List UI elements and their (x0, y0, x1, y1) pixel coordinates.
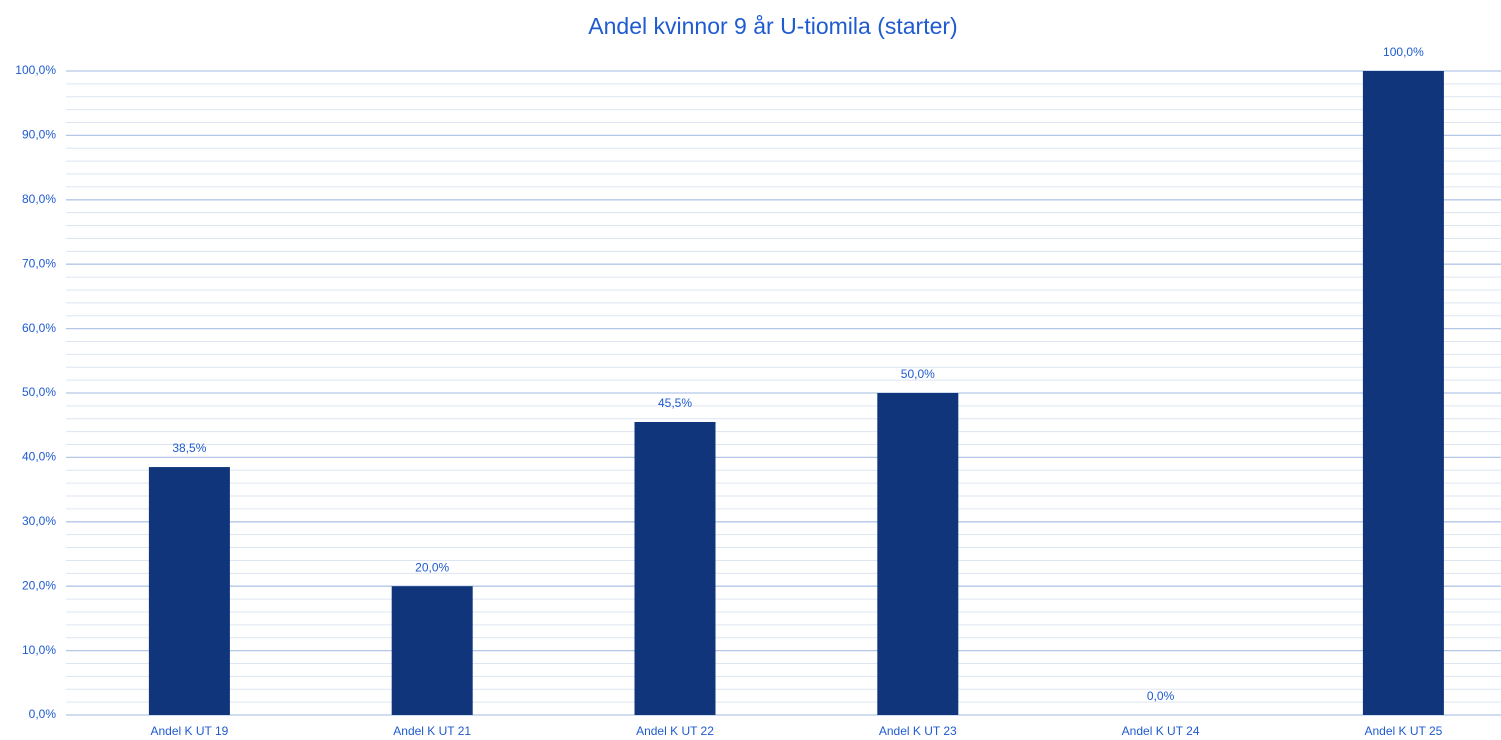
x-tick-label: Andel K UT 22 (636, 724, 714, 738)
value-label: 38,5% (172, 441, 206, 455)
x-tick-label: Andel K UT 24 (1122, 724, 1200, 738)
y-tick-label: 40,0% (22, 450, 56, 464)
y-tick-label: 90,0% (22, 128, 56, 142)
y-tick-label: 30,0% (22, 514, 56, 528)
value-label: 20,0% (415, 560, 449, 574)
x-tick-label: Andel K UT 23 (879, 724, 957, 738)
bar (1362, 71, 1444, 715)
y-tick-label: 20,0% (22, 578, 56, 592)
bar (148, 467, 230, 715)
bar (391, 586, 473, 715)
x-tick-label: Andel K UT 19 (150, 724, 228, 738)
y-tick-label: 0,0% (29, 707, 57, 721)
x-tick-label: Andel K UT 21 (393, 724, 471, 738)
value-label: 0,0% (1147, 689, 1175, 703)
value-label: 100,0% (1383, 45, 1424, 59)
y-tick-label: 60,0% (22, 321, 56, 335)
bar (877, 393, 959, 715)
chart-title: Andel kvinnor 9 år U-tiomila (starter) (588, 13, 957, 39)
bar (634, 421, 716, 715)
value-label: 50,0% (901, 367, 935, 381)
y-tick-label: 50,0% (22, 385, 56, 399)
y-tick-label: 80,0% (22, 192, 56, 206)
y-tick-label: 10,0% (22, 643, 56, 657)
value-label: 45,5% (658, 396, 692, 410)
y-tick-label: 70,0% (22, 256, 56, 270)
x-tick-label: Andel K UT 25 (1364, 724, 1442, 738)
y-tick-label: 100,0% (15, 63, 56, 77)
